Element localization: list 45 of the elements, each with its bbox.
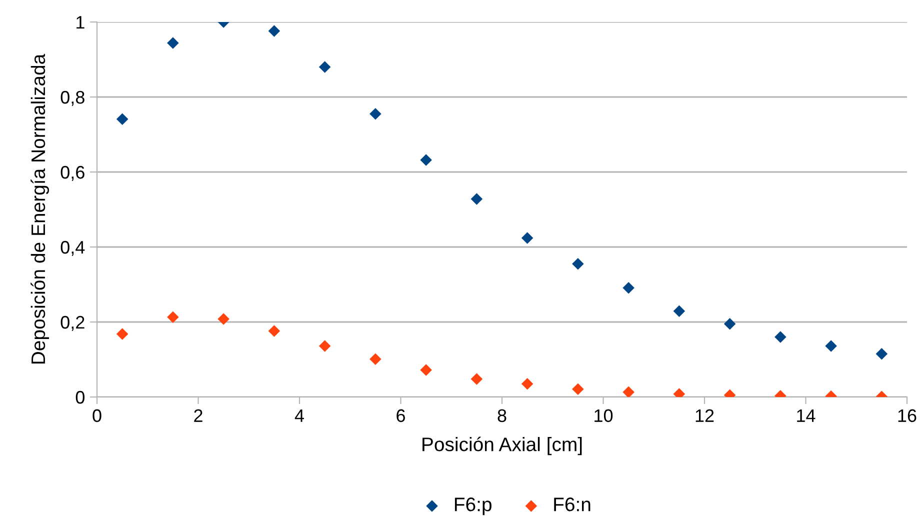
x-tick-label: 2: [194, 409, 202, 422]
x-tick-label: 4: [294, 409, 304, 422]
legend-label: F6:p: [454, 498, 492, 516]
x-tick-label: 6: [396, 409, 405, 422]
point: [470, 373, 483, 385]
point: [572, 383, 584, 396]
x-tick-label: 8: [498, 409, 506, 422]
point: [318, 340, 331, 352]
point: [268, 325, 280, 337]
point: [521, 378, 534, 390]
x-tick-label: 0: [92, 409, 102, 422]
point: [370, 108, 382, 120]
x-tick-label: 14: [797, 409, 816, 422]
point: [572, 258, 584, 270]
x-tick-label: 10: [594, 409, 613, 422]
point: [470, 193, 483, 205]
y-axis-title: Deposición de Energía Normalizada: [30, 54, 49, 364]
point: [724, 318, 736, 330]
point: [622, 386, 634, 397]
point: [370, 353, 382, 366]
x-tick-label: 16: [898, 409, 916, 422]
y-tick-label: 0,4: [60, 240, 85, 256]
point: [116, 113, 128, 126]
y-tick-label: 0,6: [60, 166, 84, 181]
point: [218, 313, 230, 325]
point: [318, 61, 331, 73]
x-tick-label: 12: [696, 409, 714, 422]
point: [774, 331, 786, 343]
point: [876, 348, 888, 360]
y-tick-label: 0,8: [60, 90, 84, 106]
point: [167, 311, 179, 324]
point: [116, 328, 128, 340]
point: [420, 154, 432, 166]
y-tick-label: 1: [76, 16, 84, 29]
point: [622, 282, 634, 294]
x-axis-title: Posición Axial [cm]: [422, 436, 582, 456]
point: [521, 232, 534, 244]
point: [268, 25, 280, 37]
point: [825, 340, 837, 352]
point: [167, 37, 179, 49]
y-tick-label: 0: [76, 390, 84, 404]
point: [420, 364, 432, 376]
point: [673, 305, 686, 318]
legend-label: F6:n: [554, 498, 590, 512]
y-tick-label: 0,2: [60, 316, 84, 331]
